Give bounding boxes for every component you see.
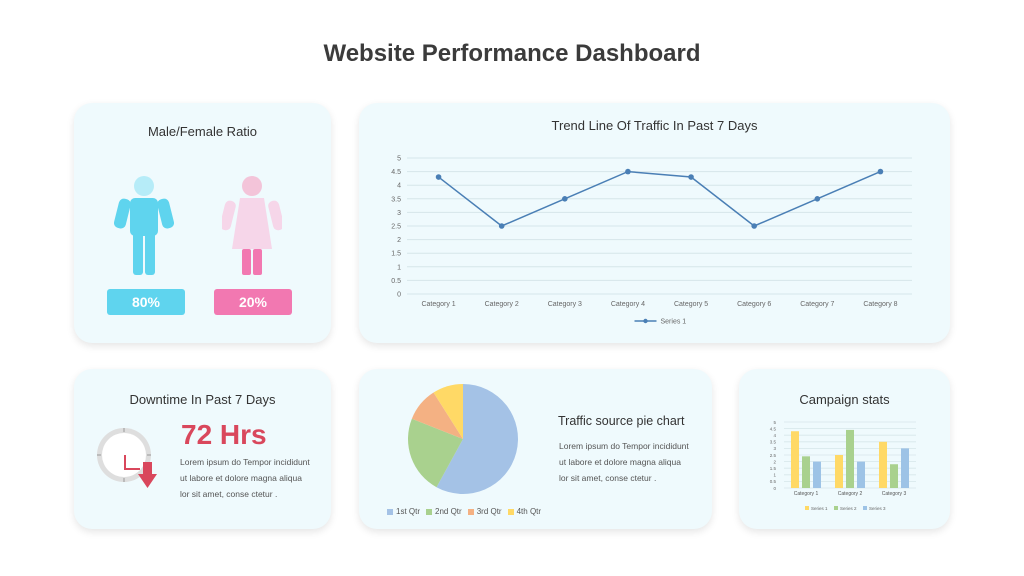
- legend-swatch: [507, 508, 514, 515]
- y-tick-label: 1.5: [391, 251, 401, 258]
- pie-slice: [411, 392, 463, 439]
- pie-card: 1st Qtr 2nd Qtr 3rd Qtr 4th Qtr Traffic sou…: [359, 369, 712, 529]
- pie-slice: [433, 384, 463, 439]
- campaign-card: Campaign stats 0 0.5 1 1.5 2 2.5 3 3.5 4 4.5 5 Cate…: [739, 369, 950, 529]
- legend-label: 4th Qtr: [516, 507, 542, 516]
- x-tick-label: Category 6: [737, 301, 771, 308]
- downtime-card: Downtime In Past 7 Days 72 Hrs Lorem ips…: [74, 369, 331, 529]
- male-figure-icon: [114, 176, 174, 275]
- legend-label: Series 1: [661, 319, 687, 326]
- bar: [846, 429, 854, 488]
- campaign-title: Campaign stats: [799, 392, 890, 407]
- data-point: [688, 174, 694, 180]
- x-tick-label: Category 2: [838, 491, 863, 497]
- trend-title: Trend Line Of Traffic In Past 7 Days: [551, 118, 758, 133]
- traffic-line-chart: 0 0.5 1 1.5 2 2.5 3 3.5 4 4.5 5 Category 1 Category …: [391, 156, 912, 326]
- y-tick-label: 2: [773, 459, 776, 464]
- downtime-title: Downtime In Past 7 Days: [129, 392, 276, 407]
- female-percentage-badge: 20%: [214, 289, 292, 315]
- pie-text-line-1: Lorem ipsum do Tempor incididunt: [559, 441, 689, 451]
- legend-swatch: [387, 508, 393, 515]
- y-tick-label: 1: [773, 473, 776, 478]
- pie-legend: 1st Qtr 2nd Qtr 3rd Qtr 4th Qtr: [381, 507, 541, 516]
- bar: [813, 461, 821, 488]
- legend-label: 2nd Qtr: [435, 507, 462, 516]
- legend-swatch: [805, 506, 809, 510]
- x-tick-label: Category 2: [485, 301, 519, 308]
- data-point: [877, 168, 884, 175]
- bar: [857, 461, 865, 488]
- legend-swatch: [467, 508, 474, 515]
- y-tick-label: 0: [397, 292, 401, 299]
- y-tick-label: 3: [397, 210, 401, 217]
- y-tick-label: 1.5: [770, 466, 777, 471]
- campaign-bar-chart: 0 0.51 1.5 22.5 33.5 4 4.55 Category 1 Category …: [770, 420, 916, 511]
- bar: [802, 456, 810, 488]
- bar: [879, 441, 887, 488]
- pie-text-line-3: lor sit amet, conse ctetur .: [559, 473, 657, 483]
- ratio-title: Male/Female Ratio: [147, 124, 258, 139]
- y-tick-label: 4: [397, 183, 401, 190]
- bar: [901, 448, 909, 488]
- legend-swatch: [426, 508, 433, 515]
- pie-slice: [436, 384, 518, 494]
- x-tick-label: Category 4: [611, 301, 645, 308]
- series-line: [438, 170, 881, 227]
- y-tick-label: 0.5: [391, 278, 401, 285]
- y-tick-label: 2.5: [770, 453, 777, 458]
- x-tick-label: Category 7: [800, 301, 834, 308]
- traffic-pie-chart: [408, 384, 518, 494]
- y-tick-label: 2: [397, 237, 401, 244]
- bar: [890, 464, 898, 488]
- pie-slice: [408, 418, 463, 488]
- pie-text-line-2: ut labore et dolore magna aliqua: [559, 457, 681, 467]
- data-point: [625, 168, 631, 175]
- clock-down-arrow-icon: [97, 428, 157, 488]
- legend-label: 1st Qtr: [396, 507, 421, 516]
- data-point: [435, 174, 442, 180]
- pie-title: Traffic source pie chart: [558, 414, 685, 428]
- y-tick-label: 5: [773, 420, 776, 425]
- data-point: [751, 223, 757, 229]
- bar: [791, 431, 799, 488]
- y-tick-label: 1: [397, 264, 401, 271]
- y-tick-label: 0: [773, 486, 776, 491]
- trend-card: Trend Line Of Traffic In Past 7 Days 0 0.…: [359, 103, 950, 343]
- male-percentage-badge: 80%: [107, 289, 185, 315]
- downtime-text-line-2: ut labore et dolore magna aliqua: [180, 473, 302, 483]
- y-tick-label: 3: [773, 446, 776, 451]
- downtime-value: 72 Hrs: [181, 419, 267, 450]
- x-tick-label: Category 3: [548, 301, 582, 308]
- y-tick-label: 3.5: [391, 196, 401, 203]
- female-figure-icon: [222, 176, 282, 275]
- x-tick-label: Category 1: [421, 301, 455, 308]
- legend-swatch: [863, 506, 867, 510]
- downtime-text-line-1: Lorem ipsum do Tempor incididunt: [180, 457, 310, 467]
- legend-label: Series 3: [869, 506, 886, 511]
- x-tick-label: Category 8: [863, 301, 897, 308]
- ratio-card: Male/Female Ratio 80% 20%: [74, 103, 331, 343]
- legend-label: Series 1: [811, 506, 828, 511]
- y-tick-label: 2.5: [391, 224, 401, 231]
- page-title: Website Performance Dashboard: [323, 40, 701, 67]
- bar: [835, 455, 843, 488]
- x-tick-label: Category 1: [794, 491, 819, 497]
- y-tick-label: 3.5: [770, 440, 777, 445]
- y-tick-label: 4: [773, 433, 776, 438]
- y-tick-label: 5: [397, 156, 401, 163]
- x-tick-label: Category 3: [882, 491, 907, 497]
- y-tick-label: 0.5: [770, 479, 777, 484]
- downtime-text-line-3: lor sit amet, conse ctetur .: [180, 489, 278, 499]
- y-tick-label: 4.5: [770, 426, 777, 431]
- x-tick-label: Category 5: [674, 301, 708, 308]
- data-point: [498, 223, 505, 229]
- y-tick-label: 4.5: [391, 169, 401, 176]
- legend-swatch: [834, 506, 838, 510]
- legend-label: Series 2: [840, 506, 857, 511]
- data-point: [562, 196, 568, 202]
- legend-label: 3rd Qtr: [476, 507, 502, 516]
- legend-marker: [643, 318, 648, 324]
- data-point: [814, 196, 821, 202]
